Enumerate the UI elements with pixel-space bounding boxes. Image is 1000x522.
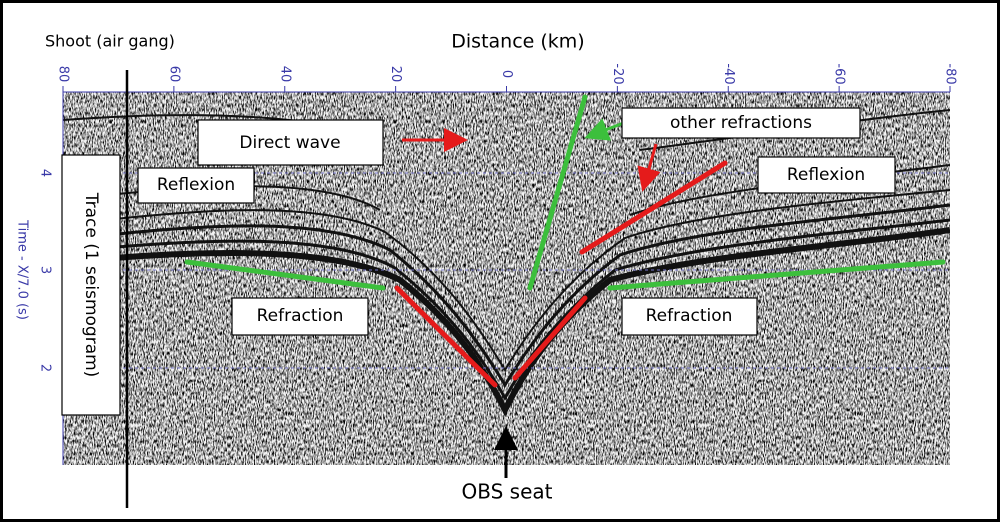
annotation: Refraction (257, 306, 344, 326)
x-tick-label: -40 (721, 63, 736, 84)
annotation-box (137, 167, 255, 204)
x-tick-label: 20 (388, 66, 403, 83)
x-tick-label: 0 (499, 70, 514, 78)
arrow (584, 118, 627, 141)
refraction-line (184, 259, 386, 291)
x-tick-label: 40 (277, 66, 292, 83)
annotation: Reflexion (787, 165, 865, 185)
seismic-section (63, 92, 950, 465)
arrow (637, 143, 661, 192)
y-tick-label: 4 (38, 169, 53, 177)
reflexion-line (579, 160, 728, 255)
x-tick-label: -20 (610, 63, 625, 84)
annotation: Direct wave (239, 133, 340, 153)
annotation-box (231, 297, 369, 336)
y-ticks: 4 3 2 (38, 169, 53, 372)
annotation-box (621, 107, 861, 139)
refraction-line (394, 285, 498, 388)
annotation: other refractions (670, 113, 812, 133)
annotation-box (621, 297, 758, 336)
refraction-line (607, 259, 946, 291)
annotation-box (197, 119, 384, 166)
annotation: OBS seat (462, 480, 553, 504)
annotation-box (61, 154, 121, 416)
x-tick-label: -80 (943, 63, 958, 84)
distance-label: Distance (km) (451, 31, 584, 53)
shoot-label: Shoot (air gang) (45, 32, 175, 51)
interpretation-lines (184, 94, 946, 388)
annotation: Trace (1 seismogram) (81, 192, 101, 378)
annotation: Refraction (646, 306, 733, 326)
annotation: Reflexion (157, 175, 235, 195)
x-tick-label: 80 (56, 66, 71, 83)
annotation-box (757, 156, 896, 194)
x-tick-label: 60 (166, 66, 181, 83)
other-refraction-line (527, 94, 588, 291)
y-axis-label: Time - X/7.0 (s) (15, 219, 30, 320)
y-tick-label: 3 (38, 266, 53, 274)
x-tick-label: -60 (832, 63, 847, 84)
refraction-line (512, 295, 588, 381)
y-tick-label: 2 (38, 364, 53, 372)
x-ticks: 80 60 40 20 0 -20 -40 -60 -80 (56, 63, 958, 92)
reflector-bands (63, 109, 950, 417)
